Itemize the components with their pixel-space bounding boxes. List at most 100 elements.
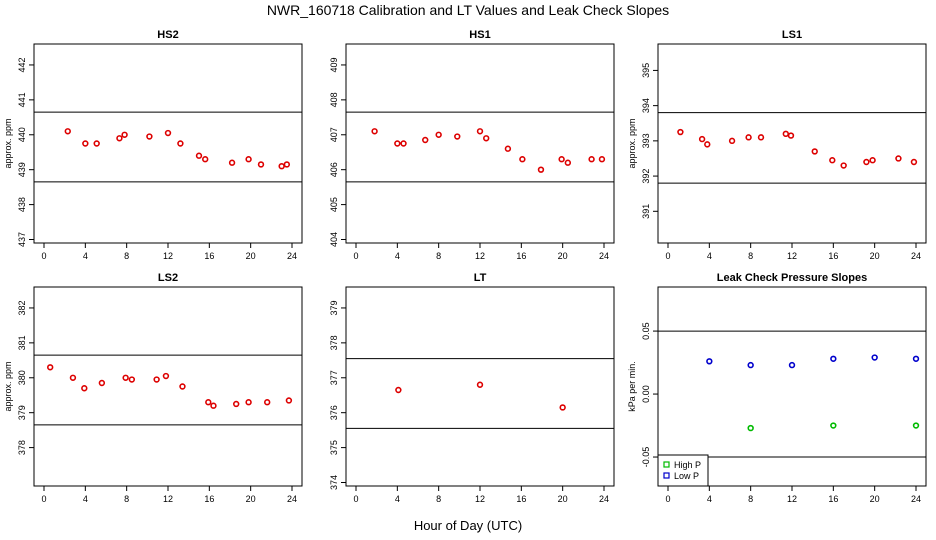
panel-lt: LT 0 4 8 12 16 20 24 374 375 376 377 378 379 [329,272,615,504]
x-tick-label-ls2: 16 [204,494,214,504]
legend-box [657,454,709,487]
data-point-hs1 [519,156,526,163]
data-point-leak-check-low-p [912,355,920,362]
data-point-hs2 [228,159,236,166]
y-tick-label-hs2: 441 [17,92,27,107]
y-tick-label-hs2: 439 [17,162,27,177]
data-point-ls2 [46,364,54,371]
panel-hs2: HS2 0 4 8 12 16 20 24 437 438 439 440 441 442 approx. … [3,29,303,261]
data-point-hs2 [93,140,100,147]
x-tick-label-hs1: 12 [475,251,485,261]
data-point-hs2 [82,140,89,147]
x-tick-label-lt: 20 [558,494,568,504]
y-tick-label-ls2: 382 [17,300,27,315]
data-point-hs1 [422,136,429,144]
data-point-hs2 [278,162,285,170]
y-tick-label-hs2: 438 [17,197,27,212]
y-axis-label-hs2: approx. ppm [3,118,13,168]
data-point-ls2 [245,399,252,406]
data-point-hs2 [177,140,184,147]
y-tick-label-ls1: 391 [641,204,651,219]
x-tick-label-hs1: 8 [436,251,441,261]
data-point-leak-check-high-p [747,424,754,432]
panel-hs1: HS1 0 4 8 12 16 20 24 404 405 406 407 408 409 [329,29,615,261]
x-tick-label-hs1: 20 [558,251,568,261]
data-point-ls1 [829,157,836,164]
data-point-hs1 [483,135,490,142]
data-point-ls1 [677,128,684,136]
y-tick-label-lt: 375 [329,440,339,455]
data-point-leak-check-low-p [747,361,754,369]
legend-label-low-p: Low P [674,471,699,481]
data-point-leak-check-high-p [830,422,837,429]
x-tick-label-lt: 24 [599,494,609,504]
panel-title-hs2: HS2 [157,29,178,41]
legend-marker-low-p [663,472,670,479]
x-tick-label-hs2: 4 [83,251,88,261]
y-tick-label-hs1: 406 [329,162,339,177]
x-tick-label-hs2: 0 [41,251,46,261]
data-point-ls1 [840,162,847,169]
x-tick-label-leak-check: 12 [787,494,797,504]
data-point-ls2 [69,374,77,381]
x-tick-label-lt: 12 [475,494,485,504]
data-point-lt [559,404,566,411]
y-tick-label-hs2: 437 [17,232,27,247]
x-tick-label-ls2: 8 [124,494,129,504]
x-tick-label-ls1: 4 [707,251,712,261]
data-point-hs1 [476,128,484,135]
y-tick-label-hs1: 404 [329,232,339,247]
data-point-leak-check-low-p [788,361,796,369]
data-point-ls2 [179,383,186,390]
data-point-hs1 [394,140,401,147]
data-point-ls1 [910,158,918,166]
panel-ls1: LS1 0 4 8 12 16 20 24 391 392 393 394 395 approx. ppm [627,29,927,261]
y-axis-label-ls2: approx. ppm [3,361,13,411]
data-point-ls1 [704,141,711,148]
x-tick-label-hs2: 12 [163,251,173,261]
y-tick-label-lt: 377 [329,370,339,385]
y-tick-label-ls2: 381 [17,335,27,350]
x-tick-label-hs1: 24 [599,251,609,261]
data-point-hs1 [504,145,512,152]
panel-leak-check: Leak Check Pressure Slopes 0 4 8 12 16 20 24 -0.… [627,272,927,504]
x-axis-title: Hour of Day (UTC) [413,518,523,533]
data-point-ls1 [757,134,765,141]
data-point-ls1 [782,130,789,138]
x-tick-label-ls2: 20 [246,494,256,504]
data-point-ls2 [264,399,271,406]
data-point-hs2 [121,131,128,138]
x-tick-label-ls2: 12 [163,494,173,504]
x-tick-label-hs1: 16 [516,251,526,261]
plot-frame-hs1 [345,43,615,244]
y-tick-label-ls1: 392 [641,169,651,184]
y-tick-label-lt: 374 [329,475,339,490]
data-point-ls2 [205,399,212,406]
x-tick-label-leak-check: 8 [748,494,753,504]
data-point-hs1 [558,156,565,163]
panel-title-lt: LT [474,272,487,284]
data-point-ls1 [811,148,818,155]
x-tick-label-hs1: 0 [353,251,358,261]
x-tick-label-leak-check: 4 [707,494,712,504]
data-point-hs1 [454,133,461,140]
data-point-leak-check-low-p [830,355,837,362]
x-tick-label-leak-check: 24 [911,494,921,504]
plot-frame-ls2 [33,286,303,487]
data-point-ls2 [98,379,106,387]
data-point-ls1 [787,132,795,139]
data-point-ls1 [863,158,870,166]
data-point-hs2 [283,161,291,168]
data-point-ls1 [895,155,902,162]
y-tick-label-hs1: 408 [329,92,339,107]
x-tick-label-ls2: 24 [287,494,297,504]
legend-marker-high-p [663,461,670,468]
data-point-ls2 [162,372,170,380]
x-tick-label-lt: 8 [436,494,441,504]
y-tick-label-lt: 379 [329,300,339,315]
data-point-hs2 [195,152,203,159]
legend-label-high-p: High P [674,460,701,470]
data-point-ls2 [233,400,240,408]
y-tick-label-hs1: 409 [329,57,339,72]
x-tick-label-hs2: 16 [204,251,214,261]
